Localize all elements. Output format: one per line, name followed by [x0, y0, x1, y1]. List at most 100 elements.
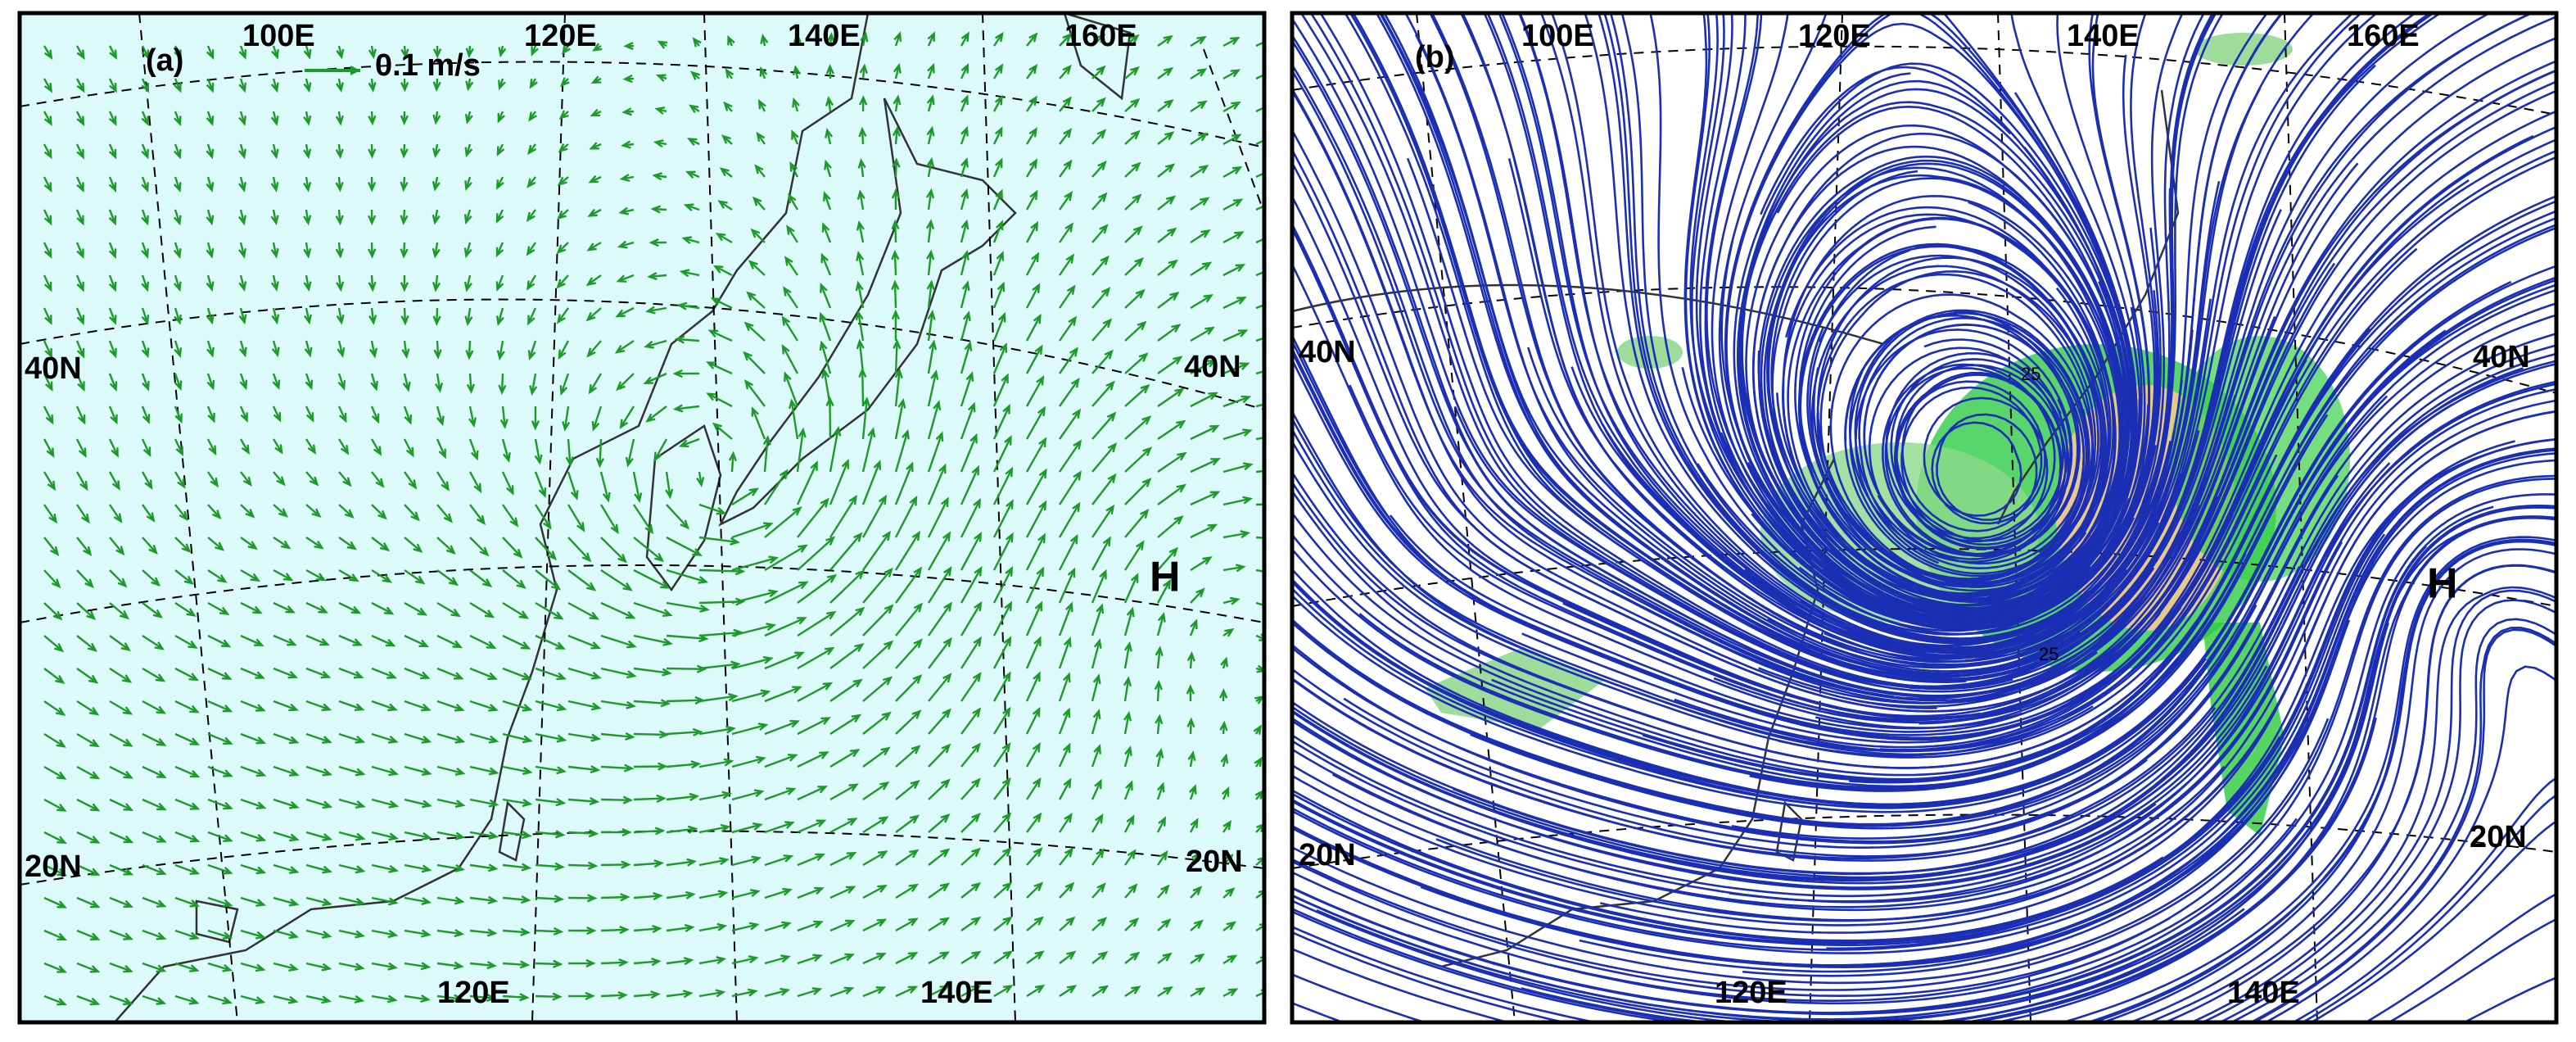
wind-vector: [633, 569, 671, 589]
wind-vector: [109, 863, 134, 876]
streamline: [1964, 13, 2535, 700]
wind-vector: [109, 831, 134, 844]
streamline: [1292, 288, 2556, 826]
wind-vector: [927, 62, 935, 79]
streamline: [2248, 626, 2556, 1022]
streamline: [1620, 13, 2072, 640]
wind-vector: [502, 831, 532, 840]
wind-vector: [1190, 100, 1208, 113]
wind-vector: [565, 438, 574, 467]
wind-vector: [463, 242, 472, 259]
wind-vector: [109, 994, 133, 1006]
wind-vector: [75, 45, 85, 61]
wind-vector: [108, 111, 117, 127]
wind-vector: [719, 167, 733, 178]
wind-vector: [992, 532, 1014, 571]
wind-vector: [797, 920, 824, 932]
wind-vector: [436, 471, 450, 492]
streamline: [1292, 265, 2556, 809]
wind-vector: [371, 863, 399, 873]
wind-vector: [305, 765, 333, 777]
wind-vector: [895, 709, 922, 735]
wind-vector: [893, 31, 902, 47]
wind-vector: [556, 307, 569, 324]
wind-vector: [432, 274, 441, 292]
wind-vector: [370, 405, 380, 424]
wind-vector: [862, 640, 894, 669]
wind-vector: [403, 405, 413, 425]
wind-vector: [465, 78, 474, 92]
wind-vector: [1059, 253, 1075, 276]
wind-vector: [928, 813, 951, 833]
wind-vector: [371, 798, 400, 809]
wind-vector: [855, 310, 865, 342]
wind-vector: [797, 751, 829, 768]
wind-vector: [207, 798, 233, 810]
wind-vector: [1124, 446, 1153, 473]
wind-vector: [1091, 744, 1101, 768]
wind-vector: [141, 209, 149, 226]
streamline: [1292, 926, 1601, 1022]
contour-label: 25: [2021, 364, 2040, 384]
wind-vector: [1157, 918, 1172, 931]
wind-vector: [600, 700, 636, 709]
wind-vector: [75, 405, 86, 425]
wind-vector: [206, 209, 215, 226]
wind-vector: [43, 209, 52, 226]
wind-vector: [141, 438, 151, 458]
wind-vector: [305, 405, 314, 423]
wind-vector: [567, 732, 602, 742]
lat-label: 40N: [25, 351, 82, 386]
streamline: [1292, 505, 2494, 1014]
wind-vector: [436, 438, 446, 460]
wind-vector: [1059, 378, 1080, 407]
wind-vector: [469, 601, 495, 618]
streamline: [1292, 440, 2515, 945]
wind-vector: [43, 537, 60, 556]
wind-vector: [1025, 220, 1039, 243]
wind-vector: [404, 929, 432, 938]
wind-vector: [1025, 532, 1046, 571]
wind-vector: [1157, 419, 1186, 440]
wind-vector: [1025, 251, 1040, 276]
wind-vector: [240, 537, 258, 550]
wind-vector: [400, 274, 409, 292]
wind-vector: [535, 601, 564, 620]
wind-vector: [731, 589, 779, 605]
wind-vector: [174, 340, 183, 358]
wind-vector: [861, 460, 882, 505]
wind-vector: [992, 566, 1014, 604]
wind-vector: [556, 242, 569, 255]
wind-vector: [207, 504, 222, 520]
wind-vector: [666, 890, 696, 899]
wind-vector: [927, 496, 949, 538]
wind-vector: [1222, 134, 1242, 146]
wind-vector: [1059, 985, 1078, 998]
wind-vector: [797, 610, 837, 637]
wind-vector: [43, 274, 52, 292]
wind-vector: [141, 242, 149, 259]
wind-vector: [1155, 747, 1164, 768]
wind-vector: [717, 200, 733, 211]
wind-vector: [1025, 500, 1047, 538]
streamline: [1521, 506, 2556, 1022]
wind-vector: [337, 405, 347, 424]
wind-vector: [706, 361, 733, 375]
wind-vector: [589, 142, 602, 150]
wind-vector: [1123, 540, 1145, 571]
wind-vector: [1253, 724, 1262, 735]
wind-vector: [498, 78, 506, 91]
wind-vector: [678, 437, 700, 448]
wind-vector: [535, 926, 564, 936]
streamline: [2189, 586, 2556, 1022]
streamline: [1292, 328, 2371, 769]
wind-vector: [633, 699, 671, 708]
wind-vector: [303, 45, 312, 60]
wind-vector: [469, 569, 493, 587]
streamline: [1349, 69, 2556, 722]
wind-vector: [1156, 782, 1165, 800]
wind-vector: [1091, 813, 1104, 833]
wind-vector: [894, 368, 903, 407]
wind-vector: [1091, 442, 1118, 473]
wind-vector: [535, 895, 565, 904]
